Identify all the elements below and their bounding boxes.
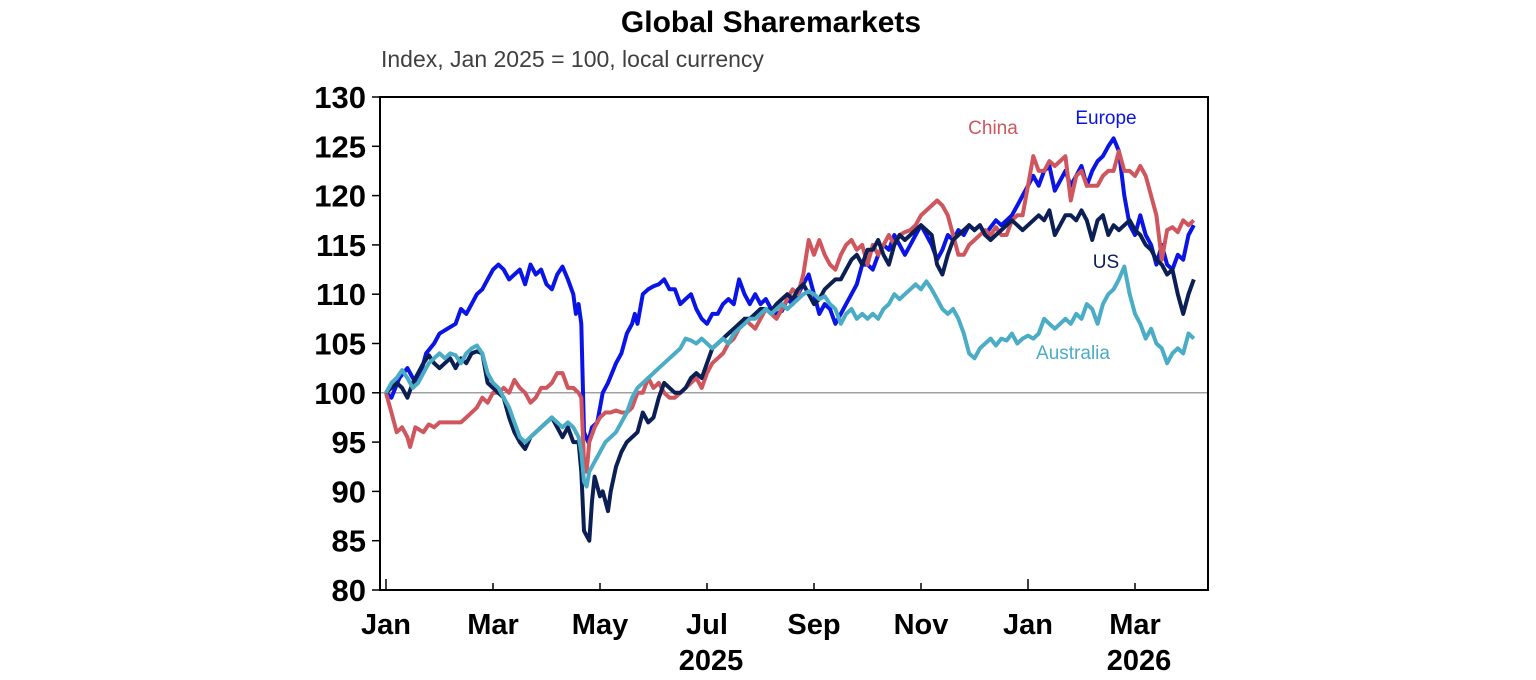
- y-tick-label: 90: [332, 474, 366, 509]
- series-line-australia: [384, 264, 1196, 489]
- y-tick-label: 115: [316, 228, 366, 263]
- x-tick-label: Mar: [467, 609, 519, 641]
- y-tick-label: 95: [332, 425, 366, 460]
- y-tick-label: 130: [314, 80, 366, 115]
- y-tick-label: 110: [316, 277, 366, 312]
- series-label-australia: Australia: [1036, 343, 1110, 364]
- year-label: 2025: [679, 645, 744, 677]
- plot-frame: [379, 96, 1209, 591]
- y-tick-label: 125: [314, 129, 366, 164]
- y-tick-label: 100: [314, 376, 366, 411]
- series-line-europe: [384, 136, 1196, 445]
- x-tick-label: Nov: [894, 609, 949, 641]
- series-line-us: [384, 208, 1196, 543]
- series-label-europe: Europe: [1075, 108, 1136, 129]
- chart-title: Global Sharemarkets: [620, 6, 922, 39]
- year-label: 2026: [1107, 645, 1172, 677]
- x-tick-label: Jan: [1003, 609, 1053, 641]
- series-lines: [384, 136, 1196, 543]
- series-label-china: China: [968, 118, 1018, 139]
- x-axis: Jan Mar May Jul Sep Nov Jan Mar 2025 2026: [361, 579, 1171, 677]
- y-tick-label: 80: [332, 573, 366, 608]
- x-tick-label: May: [572, 609, 628, 641]
- y-axis: 80 85 90 95 100 105 110 115 120 125 130: [314, 80, 380, 608]
- x-tick-label: Mar: [1109, 609, 1161, 641]
- y-tick-label: 120: [314, 179, 366, 214]
- y-tick-label: 105: [314, 327, 366, 362]
- chart-subtitle: Index, Jan 2025 = 100, local currency: [381, 46, 764, 72]
- y-tick-label: 85: [332, 524, 366, 559]
- series-line-china: [384, 149, 1196, 474]
- x-tick-label: Jan: [361, 609, 411, 641]
- series-label-us: US: [1093, 252, 1119, 273]
- series-labels: Europe China US Australia: [968, 108, 1136, 364]
- x-tick-label: Sep: [787, 609, 840, 641]
- x-tick-label: Jul: [686, 609, 728, 641]
